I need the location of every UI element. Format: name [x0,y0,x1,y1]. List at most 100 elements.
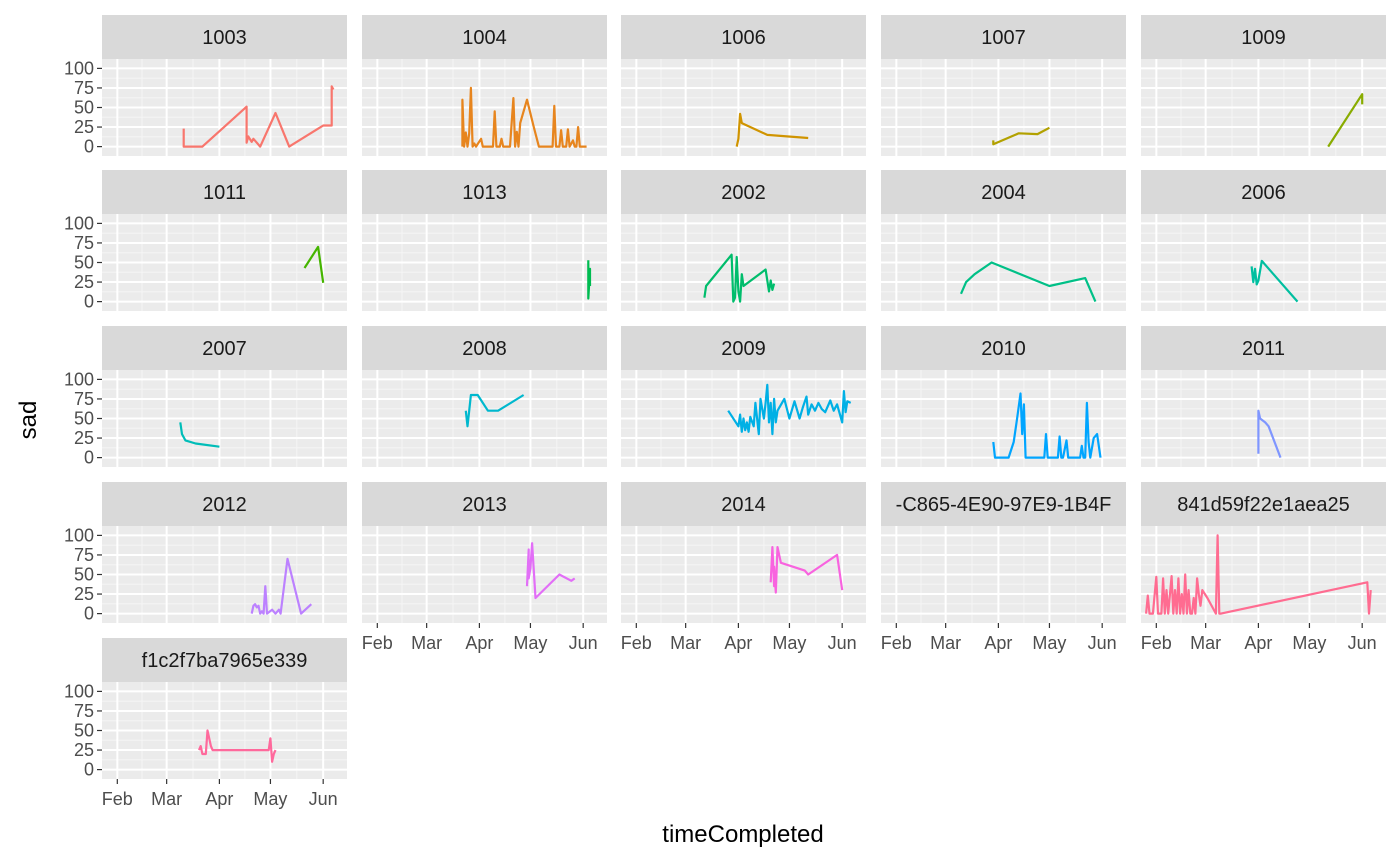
x-tick-label: Apr [724,633,752,653]
facet-strip [102,15,347,59]
series-line [727,383,852,436]
facet-label: 2013 [462,494,507,516]
facet-panel: 2009 [621,326,866,467]
x-tick-label: Apr [465,633,493,653]
series-line [587,260,592,300]
facet-panel: 2013 Feb Mar Apr May Jun [362,482,607,653]
facet-label: 1006 [721,27,766,49]
x-tick-label: Mar [1190,633,1221,653]
facet-panel: 1006 [621,15,866,156]
y-tick-label: 0 [84,137,94,157]
y-tick-label: 75 [74,78,94,98]
facet-strip [362,482,607,526]
facet-label: 2014 [721,494,766,516]
facet-strip [1141,15,1386,59]
facet-strip [1141,326,1386,370]
facet-panel: 2008 [362,326,607,467]
facet-strip [1141,482,1386,526]
series-line [461,86,587,148]
y-tick-label: 75 [74,389,94,409]
series-line [182,85,335,148]
x-tick-label: Jun [309,789,338,809]
series-line [959,261,1097,303]
facet-strip [1141,170,1386,214]
y-tick-label: 100 [64,525,94,545]
series-line [992,126,1050,146]
x-axis-title: timeCompleted [662,821,823,848]
series-line [525,542,576,600]
series-line [1145,534,1372,615]
x-tick-label: Feb [102,789,133,809]
facet-label: 1009 [1241,27,1286,49]
series-line [303,245,325,283]
facet-strip [881,170,1126,214]
facet-label: 2012 [202,494,247,516]
facet-label: 2010 [981,338,1026,360]
facet-label: 2004 [981,182,1026,204]
facet-panel: 2014 Feb Mar Apr May Jun [621,482,866,653]
y-tick-label: 0 [84,292,94,312]
x-tick-label: May [772,633,806,653]
facet-label: 2006 [1241,182,1286,204]
y-tick-label: 25 [74,428,94,448]
series-line [1257,409,1282,458]
facet-panel: 2011 [1141,326,1386,467]
y-tick-label: 25 [74,117,94,137]
facet-panel: 2010 [881,326,1126,467]
series-line [735,112,809,147]
facet-strip [102,482,347,526]
x-tick-label: Apr [1244,633,1272,653]
y-tick-label: 100 [64,369,94,389]
facet-label: 2011 [1242,338,1285,360]
facet-label: 2002 [721,182,766,204]
facet-label: 1003 [202,27,247,49]
facet-strip [621,326,866,370]
facet-label: 1011 [203,182,246,204]
x-tick-label: Jun [1088,633,1117,653]
x-tick-label: May [253,789,287,809]
facet-panel: 1013 [362,170,607,311]
x-tick-label: May [513,633,547,653]
x-tick-label: Mar [151,789,182,809]
facet-strip [362,15,607,59]
series-line [179,422,220,448]
series-line [250,557,313,615]
series-line [464,393,525,428]
y-tick-label: 75 [74,233,94,253]
x-tick-label: May [1032,633,1066,653]
y-tick-label: 50 [74,98,94,118]
x-tick-label: Jun [1348,633,1377,653]
y-axis-title: sad [15,401,42,440]
facet-panel: 2006 [1141,170,1386,311]
facet-strip [362,170,607,214]
y-tick-label: 25 [74,272,94,292]
facet-label: 2007 [202,338,247,360]
y-tick-label: 75 [74,701,94,721]
y-tick-label: 100 [64,58,94,78]
facet-strip [621,482,866,526]
facet-label: 2009 [721,338,766,360]
facet-label: f1c2f7ba7965e339 [142,650,308,672]
x-tick-label: May [1292,633,1326,653]
facet-strip [102,326,347,370]
facet-panel: 2002 [621,170,866,311]
facet-strip [102,170,347,214]
facet-strip [881,15,1126,59]
facet-label: -C865-4E90-97E9-1B4F [896,494,1112,516]
y-tick-label: 25 [74,740,94,760]
x-tick-label: Jun [569,633,598,653]
y-tick-label: 75 [74,545,94,565]
x-tick-label: Feb [621,633,652,653]
facet-panel: 1009 [1141,15,1386,156]
facet-label: 1013 [462,182,507,204]
facet-panel: 1004 [362,15,607,156]
facet-panel: 1007 [881,15,1126,156]
facet-panel: 841d59f22e1aea25 Feb Mar Apr May Jun [1141,482,1386,653]
y-tick-label: 0 [84,448,94,468]
facet-label: 2008 [462,338,507,360]
facet-panel: -C865-4E90-97E9-1B4F Feb Mar Apr May Jun [881,482,1126,653]
